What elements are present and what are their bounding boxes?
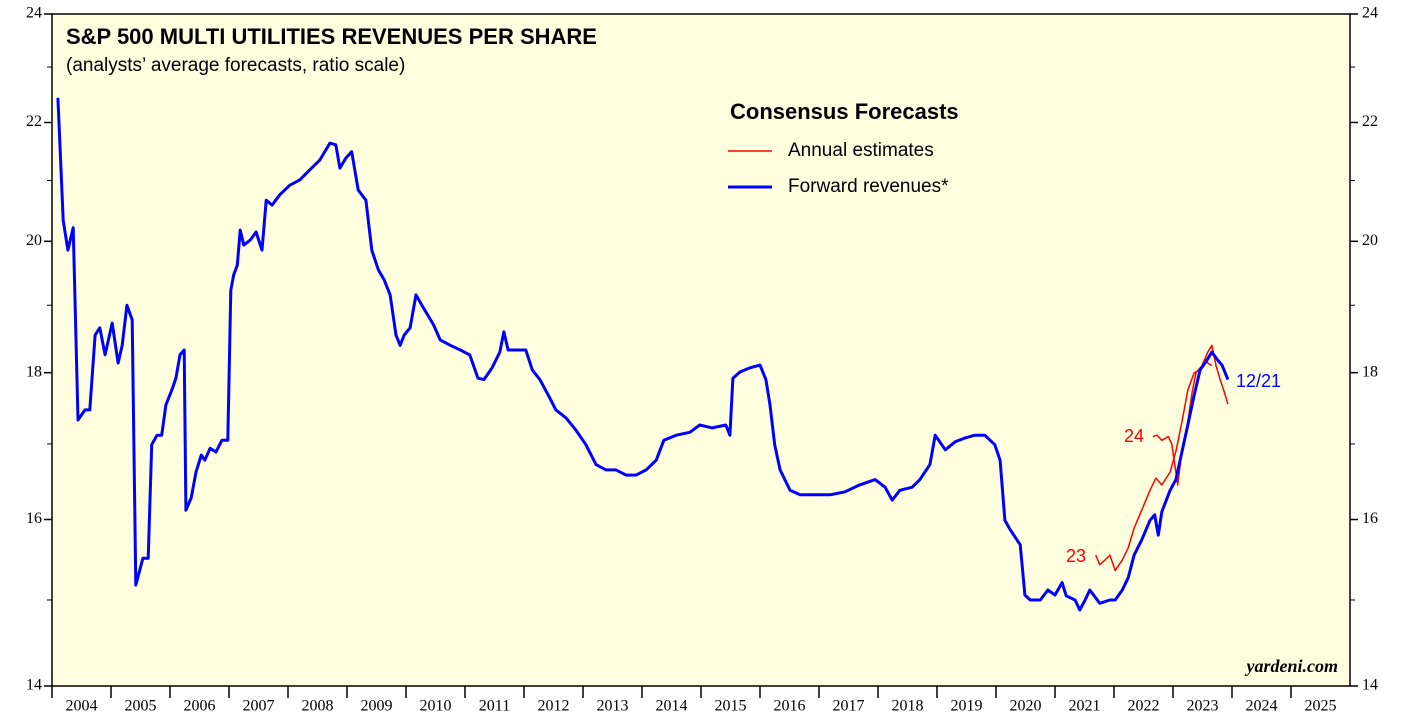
series-line <box>1095 360 1213 572</box>
x-tick-label: 2013 <box>597 698 629 715</box>
series-line <box>56 97 1230 612</box>
x-tick-label: 2015 <box>715 698 747 715</box>
y-tick-label: 18 <box>26 363 42 380</box>
x-tick-label: 2012 <box>538 698 570 715</box>
chart-subtitle: (analysts’ average forecasts, ratio scal… <box>66 55 405 76</box>
y-tick-label: 24 <box>26 5 42 22</box>
y-tick-label: 20 <box>26 232 42 249</box>
x-tick-label: 2010 <box>420 698 452 715</box>
x-tick-label: 2008 <box>302 698 334 715</box>
x-tick-label: 2006 <box>184 698 216 715</box>
x-tick-label: 2016 <box>774 698 806 715</box>
x-tick-label: 2022 <box>1128 698 1160 715</box>
annotation: 24 <box>1124 426 1144 446</box>
x-tick-label: 2014 <box>656 698 688 715</box>
y2-tick-label: 24 <box>1362 5 1378 22</box>
x-tick-label: 2019 <box>951 698 983 715</box>
x-tick-label: 2025 <box>1305 698 1337 715</box>
y-tick-label: 22 <box>26 113 42 130</box>
annotation: 23 <box>1066 546 1086 566</box>
x-tick-label: 2020 <box>1010 698 1042 715</box>
legend-title: Consensus Forecasts <box>730 99 959 124</box>
x-tick-label: 2018 <box>892 698 924 715</box>
y-tick-label: 14 <box>26 677 42 694</box>
y2-tick-label: 16 <box>1362 510 1378 527</box>
x-tick-label: 2017 <box>833 698 865 715</box>
x-tick-label: 2005 <box>125 698 157 715</box>
source: yardeni.com <box>1245 656 1339 676</box>
legend-label: Annual estimates <box>788 140 934 161</box>
y2-tick-label: 20 <box>1362 232 1378 249</box>
x-tick-label: 2004 <box>66 698 98 715</box>
legend-label: Forward revenues* <box>788 176 949 197</box>
x-tick-label: 2009 <box>361 698 393 715</box>
series-line <box>1152 344 1229 486</box>
x-tick-label: 2024 <box>1246 698 1278 715</box>
x-tick-label: 2011 <box>479 698 510 715</box>
y2-tick-label: 18 <box>1362 363 1378 380</box>
y2-tick-label: 14 <box>1362 677 1378 694</box>
annotation: 12/21 <box>1236 371 1281 391</box>
x-tick-label: 2007 <box>243 698 275 715</box>
chart-title: S&P 500 MULTI UTILITIES REVENUES PER SHA… <box>66 24 597 49</box>
y2-tick-label: 22 <box>1362 113 1378 130</box>
x-tick-label: 2021 <box>1069 698 1101 715</box>
x-tick-label: 2023 <box>1187 698 1219 715</box>
y-tick-label: 16 <box>26 510 42 527</box>
plot-area <box>51 13 1351 687</box>
